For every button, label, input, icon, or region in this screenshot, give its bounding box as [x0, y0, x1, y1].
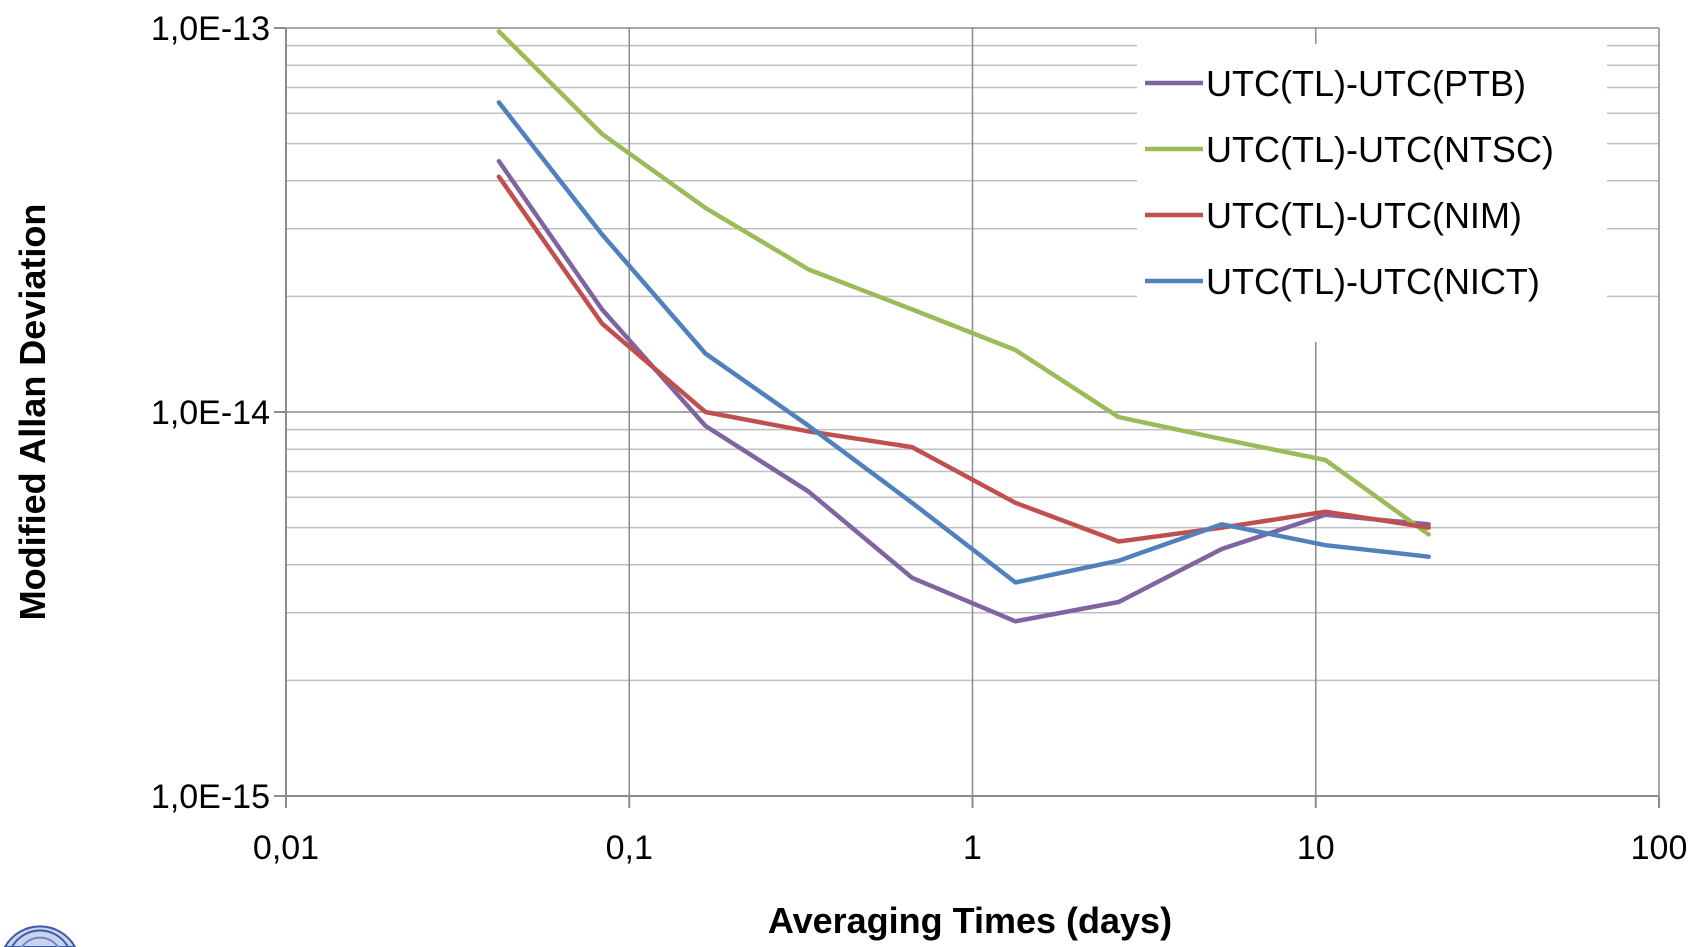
data-point — [600, 232, 604, 236]
series-line-1 — [496, 29, 1431, 537]
data-point — [1220, 547, 1224, 551]
legend-label: UTC(TL)-UTC(PTB) — [1206, 63, 1526, 104]
data-point — [1013, 348, 1017, 352]
data-point — [1427, 555, 1431, 559]
institution-logo — [3, 925, 77, 947]
data-point — [807, 429, 811, 433]
data-point — [910, 576, 914, 580]
legend: UTC(TL)-UTC(PTB) UTC(TL)-UTC(NTSC) UTC(TL)… — [1137, 44, 1607, 342]
x-tick-label: 0,1 — [606, 829, 653, 867]
data-point — [497, 175, 501, 179]
data-point — [600, 132, 604, 136]
data-point — [807, 268, 811, 272]
legend-label: UTC(TL)-UTC(NTSC) — [1206, 129, 1554, 170]
data-point — [807, 424, 811, 428]
series-line-2 — [496, 174, 1431, 544]
data-point — [1427, 522, 1431, 526]
y-tick-label: 1,0E-14 — [151, 394, 270, 432]
data-point — [1323, 510, 1327, 514]
data-point — [1013, 501, 1017, 505]
x-axis-title: Averaging Times (days) — [768, 900, 1172, 941]
data-point — [910, 501, 914, 505]
data-point — [1323, 543, 1327, 547]
data-point — [807, 490, 811, 494]
data-point — [1117, 415, 1121, 419]
data-point — [1013, 619, 1017, 623]
data-point — [1013, 580, 1017, 584]
series-lines — [496, 29, 1431, 624]
y-tick-label: 1,0E-15 — [151, 778, 270, 816]
data-point — [497, 29, 501, 33]
data-point — [703, 410, 707, 414]
data-point — [703, 424, 707, 428]
data-point — [1220, 437, 1224, 441]
series-line-3 — [496, 100, 1431, 585]
data-point — [910, 307, 914, 311]
x-tick-label: 1 — [963, 829, 982, 867]
data-point — [1323, 458, 1327, 462]
data-point — [1427, 526, 1431, 530]
data-point — [1117, 540, 1121, 544]
legend-label: UTC(TL)-UTC(NICT) — [1206, 261, 1540, 302]
data-point — [600, 307, 604, 311]
data-point — [703, 352, 707, 356]
data-point — [703, 206, 707, 210]
x-tick-label: 100 — [1631, 829, 1688, 867]
data-point — [600, 322, 604, 326]
x-tick-label: 0,01 — [253, 829, 319, 867]
data-point — [1427, 532, 1431, 536]
legend-box — [1137, 44, 1607, 342]
axes: 1,0E-15 1,0E-14 1,0E-13 0,01 0,1 1 10 100 — [151, 10, 1687, 867]
data-point — [1117, 600, 1121, 604]
y-axis-title: Modified Allan Deviation — [12, 204, 53, 621]
x-tick-label: 10 — [1297, 829, 1335, 867]
data-point — [910, 445, 914, 449]
data-point — [1117, 559, 1121, 563]
data-point — [497, 100, 501, 104]
data-point — [1220, 522, 1224, 526]
data-point — [497, 159, 501, 163]
legend-label: UTC(TL)-UTC(NIM) — [1206, 195, 1522, 236]
y-tick-label: 1,0E-13 — [151, 10, 270, 48]
